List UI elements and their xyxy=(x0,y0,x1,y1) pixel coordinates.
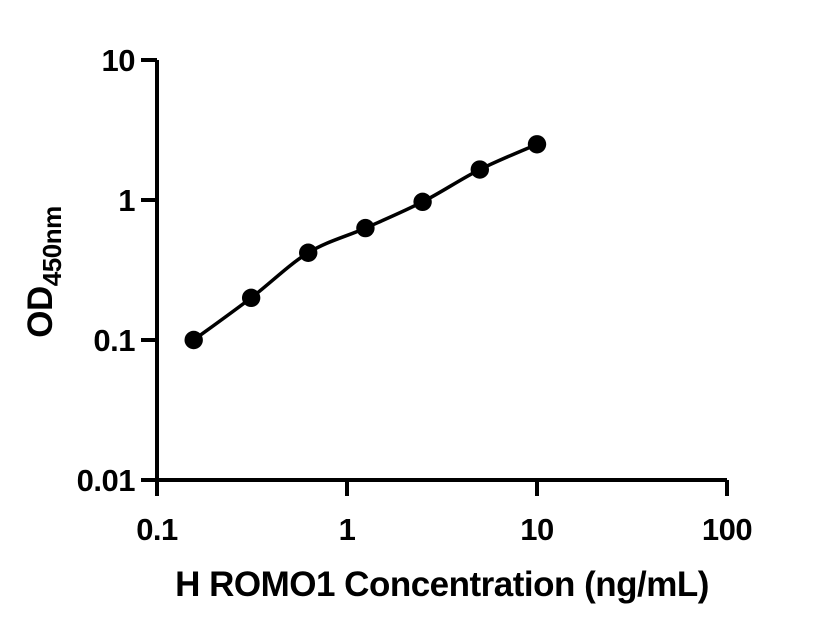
data-point-markers xyxy=(184,135,547,350)
data-point xyxy=(470,160,490,179)
data-point xyxy=(356,218,375,238)
y-tick-label: 0.01 xyxy=(77,463,136,498)
x-tick-label: 0.1 xyxy=(136,512,178,547)
y-axis-title: OD450nm xyxy=(21,206,67,337)
data-point xyxy=(241,288,261,308)
y-tick-label: 10 xyxy=(102,43,135,78)
x-axis-ticks: 0.1 1 10 100 xyxy=(136,480,753,547)
data-point xyxy=(184,330,203,350)
data-point xyxy=(527,135,547,154)
data-point xyxy=(299,243,318,262)
x-axis-title: H ROMO1 Concentration (ng/mL) xyxy=(175,565,709,604)
y-axis-title-main: OD xyxy=(21,286,60,338)
y-axis-title-subscript: 450nm xyxy=(37,206,67,286)
y-tick-label: 0.1 xyxy=(93,323,135,358)
x-tick-label: 10 xyxy=(520,512,553,547)
y-axis-ticks: 10 1 0.1 0.01 xyxy=(77,43,157,498)
axes-lines xyxy=(155,60,727,482)
y-tick-label: 1 xyxy=(118,183,135,218)
data-point xyxy=(413,192,432,212)
x-tick-label: 1 xyxy=(339,512,356,547)
x-tick-label: 100 xyxy=(702,512,752,547)
